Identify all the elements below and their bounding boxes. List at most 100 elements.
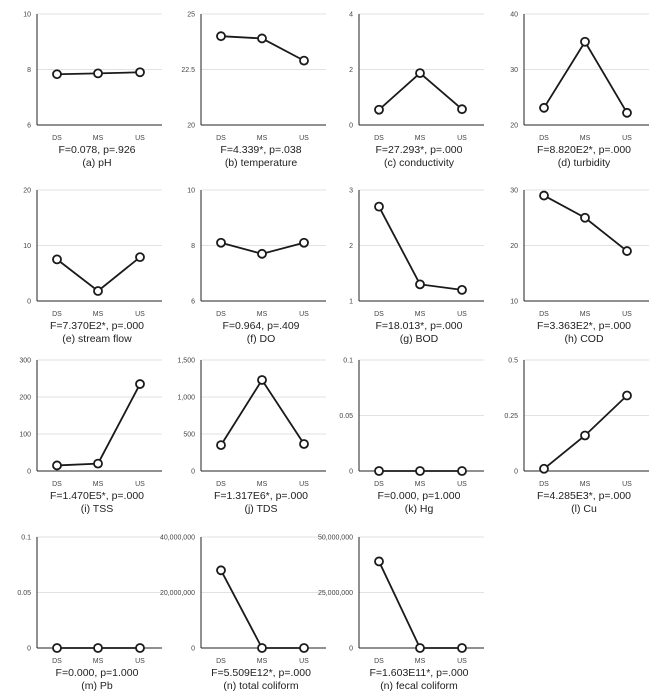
x-tick-label: US xyxy=(622,135,632,142)
data-point xyxy=(622,390,632,401)
panel-caption: (j) TDS xyxy=(244,503,277,515)
x-tick-label: US xyxy=(457,481,467,488)
y-tick-label: 0.05 xyxy=(339,413,353,420)
data-point xyxy=(457,643,467,653)
y-tick-label: 0.25 xyxy=(504,413,518,420)
y-tick-label: 0 xyxy=(349,646,353,653)
data-point xyxy=(415,68,425,79)
panel-9: 0 500 1,000 1,500 DS MS US F=1.317E6*, p=.000(j… xyxy=(177,358,326,515)
y-tick-label: 3 xyxy=(349,188,353,195)
x-tick-label: DS xyxy=(216,481,226,488)
x-tick-label: US xyxy=(135,135,145,142)
y-tick-label: 20 xyxy=(510,243,518,250)
data-point xyxy=(374,104,384,115)
y-tick-label: 40 xyxy=(510,12,518,19)
series-line xyxy=(378,71,463,111)
y-tick-label: 100 xyxy=(19,432,31,439)
data-point xyxy=(52,69,62,80)
data-point xyxy=(457,104,467,115)
y-tick-label: 0.05 xyxy=(17,590,31,597)
panel-14: 0 25,000,000 50,000,000 DS MS US F=1.603E11*, … xyxy=(318,535,484,692)
x-tick-label: US xyxy=(135,311,145,318)
x-tick-label: US xyxy=(299,311,309,318)
x-tick-label: DS xyxy=(216,311,226,318)
y-tick-label: 500 xyxy=(183,432,195,439)
panel-10: 0 0.05 0.1 DS MS US F=0.000, p=1.000(k) Hg xyxy=(339,358,484,515)
panel-5: 6 8 10 DS MS USF=0.964, p=.409(f) DO xyxy=(187,188,326,345)
stat-label: F=8.820E2*, p=.000 xyxy=(537,144,631,156)
panel-1: 20 22.5 25 DS MS US F=4.339*, p=.038(b) temper… xyxy=(181,12,326,169)
x-tick-label: DS xyxy=(216,658,226,665)
y-tick-label: 20 xyxy=(187,123,195,130)
y-tick-label: 0 xyxy=(349,469,353,476)
y-tick-label: 0.1 xyxy=(21,535,31,542)
data-point xyxy=(539,190,549,201)
y-tick-label: 1,000 xyxy=(177,395,195,402)
data-point xyxy=(135,643,145,653)
x-tick-label: US xyxy=(622,481,632,488)
data-point xyxy=(257,375,267,385)
data-point xyxy=(135,67,145,78)
x-tick-label: MS xyxy=(580,135,591,142)
y-tick-label: 10 xyxy=(187,188,195,195)
data-point xyxy=(580,430,590,441)
panel-8: 0 100 200 300 DS MS US F=1.470E5*, p=.000(i) TS… xyxy=(19,358,162,515)
x-tick-label: US xyxy=(135,481,145,488)
panel-3: 20 30 40 DS MS US F=8.820E2*, p=.000(d) turbid… xyxy=(510,12,649,169)
x-tick-label: US xyxy=(622,311,632,318)
y-tick-label: 0 xyxy=(349,123,353,130)
x-tick-label: US xyxy=(457,135,467,142)
x-tick-label: MS xyxy=(257,481,268,488)
data-point xyxy=(299,643,309,653)
y-tick-label: 8 xyxy=(191,243,195,250)
x-tick-label: US xyxy=(135,658,145,665)
stat-label: F=1.317E6*, p=.000 xyxy=(214,490,308,502)
series-line xyxy=(378,206,463,291)
panel-caption: (n) fecal coliform xyxy=(380,680,458,692)
x-tick-label: DS xyxy=(52,481,62,488)
y-tick-label: 8 xyxy=(27,67,31,74)
series-line xyxy=(378,561,462,649)
y-tick-label: 1,500 xyxy=(177,358,195,365)
stat-label: F=5.509E12*, p=.000 xyxy=(211,667,311,679)
panel-caption: (a) pH xyxy=(82,157,111,169)
y-tick-label: 2 xyxy=(349,243,353,250)
x-tick-label: US xyxy=(457,311,467,318)
x-tick-label: MS xyxy=(580,311,591,318)
data-point xyxy=(135,379,145,389)
y-tick-label: 0 xyxy=(27,469,31,476)
x-tick-label: MS xyxy=(415,135,426,142)
y-tick-label: 30 xyxy=(510,188,518,195)
data-point xyxy=(216,565,226,576)
x-tick-label: DS xyxy=(539,481,549,488)
panel-caption: (k) Hg xyxy=(405,503,434,515)
data-point xyxy=(257,33,267,44)
stat-label: F=0.000, p=1.000 xyxy=(378,490,461,502)
stat-label: F=27.293*, p=.000 xyxy=(376,144,463,156)
x-tick-label: DS xyxy=(374,481,384,488)
x-tick-label: DS xyxy=(52,658,62,665)
stat-label: F=0.078, p=.926 xyxy=(58,144,135,156)
x-tick-label: DS xyxy=(374,311,384,318)
data-point xyxy=(374,201,384,212)
y-tick-label: 300 xyxy=(19,358,31,365)
x-tick-label: DS xyxy=(374,135,384,142)
y-tick-label: 6 xyxy=(191,299,195,306)
y-tick-label: 25 xyxy=(187,12,195,19)
data-point xyxy=(93,458,103,469)
stat-label: F=3.363E2*, p=.000 xyxy=(537,320,631,332)
x-tick-label: MS xyxy=(93,135,104,142)
data-point xyxy=(580,36,590,47)
panel-4: 0 10 20 DS MS US F=7.370E2*, p=.000(e) stream … xyxy=(23,188,162,345)
panel-caption: (l) Cu xyxy=(571,503,597,515)
x-tick-label: MS xyxy=(257,311,268,318)
series-line xyxy=(56,256,141,293)
stat-label: F=0.964, p=.409 xyxy=(222,320,299,332)
panel-0: 6 8 10 DS MS USF=0.078, p=.926(a) pH xyxy=(23,12,162,169)
data-point xyxy=(415,643,425,653)
panel-2: 0 2 4 DS MS US F=27.293*, p=.000(c) conductivi… xyxy=(349,12,484,169)
panel-11: 0 0.25 0.5 DS MS US F=4.285E3*, p=.000(l) Cu xyxy=(504,358,649,515)
x-tick-label: US xyxy=(299,658,309,665)
data-point xyxy=(52,460,62,471)
